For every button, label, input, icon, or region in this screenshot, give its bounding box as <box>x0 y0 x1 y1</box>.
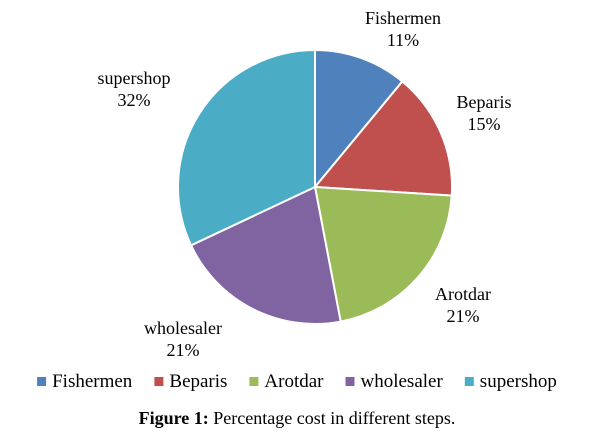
slice-value-arotdar: 21% <box>447 306 480 326</box>
slice-label-wholesaler: wholesaler <box>144 318 222 338</box>
slice-label-beparis: Beparis <box>457 92 512 112</box>
pie-slices <box>177 48 453 325</box>
slice-label-arotdar: Arotdar <box>435 284 491 304</box>
pie-chart: Fishermen11%Beparis15%Arotdar21%wholesal… <box>37 8 557 392</box>
slice-label-supershop: supershop <box>98 68 171 88</box>
legend-marker-supershop <box>464 377 474 386</box>
slice-value-fishermen: 11% <box>387 30 419 50</box>
legend-item-wholesaler: wholesaler <box>345 371 444 392</box>
legend-marker-wholesaler <box>345 377 355 386</box>
pie-slice-fishermen <box>314 48 404 190</box>
figure-caption: Figure 1: Percentage cost in different s… <box>0 408 594 429</box>
legend-item-beparis: Beparis <box>154 371 227 392</box>
pie-slice-beparis <box>312 80 453 197</box>
caption-text: Percentage cost in different steps. <box>213 408 456 428</box>
pie-slice-arotdar <box>313 185 453 323</box>
legend-marker-beparis <box>154 377 164 386</box>
legend-label-wholesaler: wholesaler <box>361 371 444 392</box>
slice-value-wholesaler: 21% <box>167 340 200 360</box>
slice-value-supershop: 32% <box>118 90 151 110</box>
legend-marker-fishermen <box>37 377 47 386</box>
legend: Fishermen Beparis Arotdar wholesaler supersh… <box>37 371 557 392</box>
slice-value-beparis: 15% <box>468 114 501 134</box>
legend-label-fishermen: Fishermen <box>52 371 133 392</box>
legend-marker-arotdar <box>249 377 259 386</box>
legend-label-supershop: supershop <box>480 371 557 392</box>
legend-label-arotdar: Arotdar <box>264 371 324 392</box>
caption-label: Figure 1: <box>138 408 209 428</box>
pie-labels: Fishermen11%Beparis15%Arotdar21%wholesal… <box>98 8 512 360</box>
pie-slice-wholesaler <box>189 185 342 325</box>
legend-item-arotdar: Arotdar <box>249 371 324 392</box>
legend-label-beparis: Beparis <box>169 371 227 392</box>
pie-slice-supershop <box>177 48 316 247</box>
legend-item-fishermen: Fishermen <box>37 371 133 392</box>
slice-label-fishermen: Fishermen <box>365 8 441 28</box>
legend-item-supershop: supershop <box>464 371 557 392</box>
